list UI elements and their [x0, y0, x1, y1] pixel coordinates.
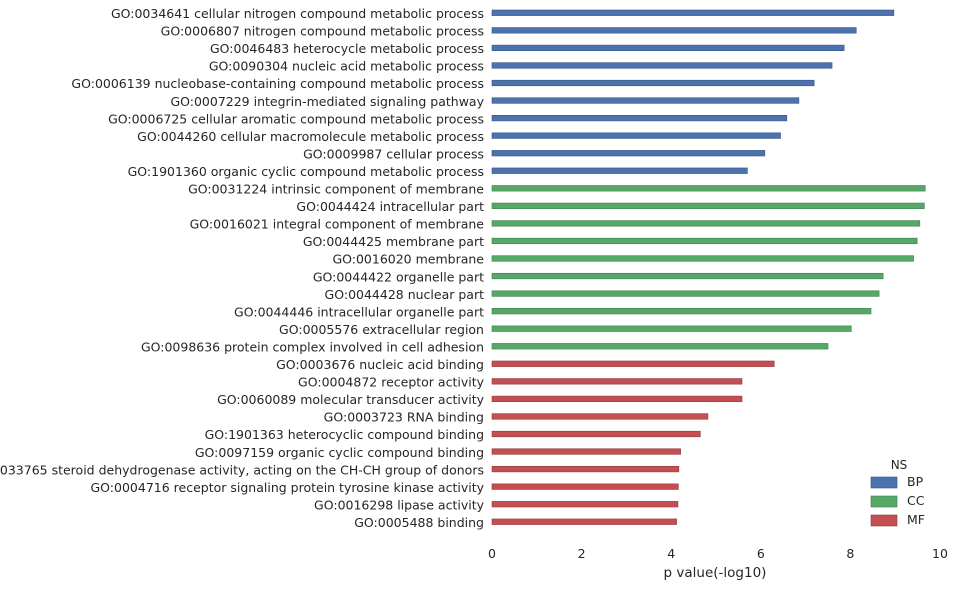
category-label: GO:0044425 membrane part: [303, 234, 484, 249]
legend-swatch: [870, 495, 898, 508]
bars-layer: [491, 9, 926, 525]
category-label: GO:0031224 intrinsic component of membra…: [188, 182, 484, 197]
legend: NS BP CC MF: [870, 458, 925, 527]
bar: [491, 413, 709, 420]
category-label: GO:1901360 organic cyclic compound metab…: [128, 164, 484, 179]
category-label: GO:0004716 receptor signaling protein ty…: [91, 480, 485, 495]
category-label: GO:1901363 heterocyclic compound binding: [205, 427, 484, 442]
category-label: GO:0003676 nucleic acid binding: [276, 357, 484, 372]
bar: [491, 343, 829, 350]
category-label: GO:0046483 heterocycle metabolic process: [210, 41, 484, 56]
bar: [491, 483, 679, 490]
category-label: GO:0005576 extracellular region: [279, 322, 484, 337]
x-axis-title: p value(-log10): [664, 565, 767, 581]
x-axis: 0 2 4 6 8 10: [488, 546, 948, 561]
bar: [491, 360, 775, 367]
category-label: GO:0044428 nuclear part: [325, 287, 485, 302]
bar: [491, 395, 743, 403]
bar: [491, 115, 788, 122]
category-label: GO:0060089 molecular transducer activity: [217, 392, 485, 407]
category-label: GO:0090304 nucleic acid metabolic proces…: [209, 59, 484, 74]
bar: [491, 27, 857, 34]
category-label: GO:0033765 steroid dehydrogenase activit…: [0, 462, 484, 477]
bar: [491, 132, 781, 139]
bar: [491, 448, 681, 455]
bar: [491, 430, 701, 438]
bar: [491, 308, 872, 315]
category-label: GO:0006139 nucleobase-containing compoun…: [71, 76, 484, 91]
x-tick-label: 10: [932, 546, 948, 561]
x-tick-label: 2: [578, 546, 586, 561]
bar: [491, 202, 925, 209]
x-tick-label: 6: [757, 546, 765, 561]
category-label: GO:0016021 integral component of membran…: [190, 217, 485, 232]
category-label: GO:0006725 cellular aromatic compound me…: [108, 111, 484, 126]
bar: [491, 62, 833, 69]
category-label: GO:0007229 integrin-mediated signaling p…: [170, 94, 484, 109]
legend-label: CC: [907, 493, 925, 508]
bar: [491, 44, 845, 51]
category-label: GO:0098636 protein complex involved in c…: [141, 339, 484, 354]
bar: [491, 9, 895, 16]
bar: [491, 272, 884, 280]
bar: [491, 378, 743, 385]
bar: [491, 237, 918, 245]
x-tick-label: 8: [846, 546, 854, 561]
bar: [491, 501, 679, 508]
bar: [491, 465, 680, 473]
bar: [491, 255, 914, 262]
bar: [491, 97, 800, 104]
category-label: GO:0009987 cellular process: [303, 146, 484, 161]
category-label: GO:0003723 RNA binding: [324, 410, 484, 425]
x-tick-label: 4: [667, 546, 675, 561]
legend-label: BP: [907, 474, 924, 489]
legend-swatch: [870, 476, 898, 489]
category-label: GO:0044424 intracellular part: [296, 199, 484, 214]
category-labels: GO:0034641 cellular nitrogen compound me…: [0, 6, 485, 530]
category-label: GO:0005488 binding: [354, 515, 484, 530]
category-label: GO:0097159 organic cyclic compound bindi…: [195, 445, 484, 460]
x-tick-label: 0: [488, 546, 496, 561]
bar: [491, 150, 766, 157]
category-label: GO:0044260 cellular macromolecule metabo…: [137, 129, 484, 144]
category-label: GO:0006807 nitrogen compound metabolic p…: [161, 24, 484, 39]
category-label: GO:0034641 cellular nitrogen compound me…: [111, 6, 484, 21]
bar: [491, 79, 815, 87]
bar: [491, 290, 880, 297]
category-label: GO:0044422 organelle part: [313, 269, 484, 284]
bar: [491, 325, 852, 332]
bar: [491, 167, 748, 174]
legend-title: NS: [891, 458, 908, 472]
legend-swatch: [870, 514, 898, 527]
category-label: GO:0016020 membrane: [332, 252, 484, 267]
category-label: GO:0016298 lipase activity: [314, 497, 485, 512]
legend-label: MF: [907, 512, 925, 527]
category-label: GO:0004872 receptor activity: [298, 375, 485, 390]
bar: [491, 518, 677, 525]
bar: [491, 185, 926, 192]
bar: [491, 220, 921, 227]
category-label: GO:0044446 intracellular organelle part: [234, 304, 484, 319]
